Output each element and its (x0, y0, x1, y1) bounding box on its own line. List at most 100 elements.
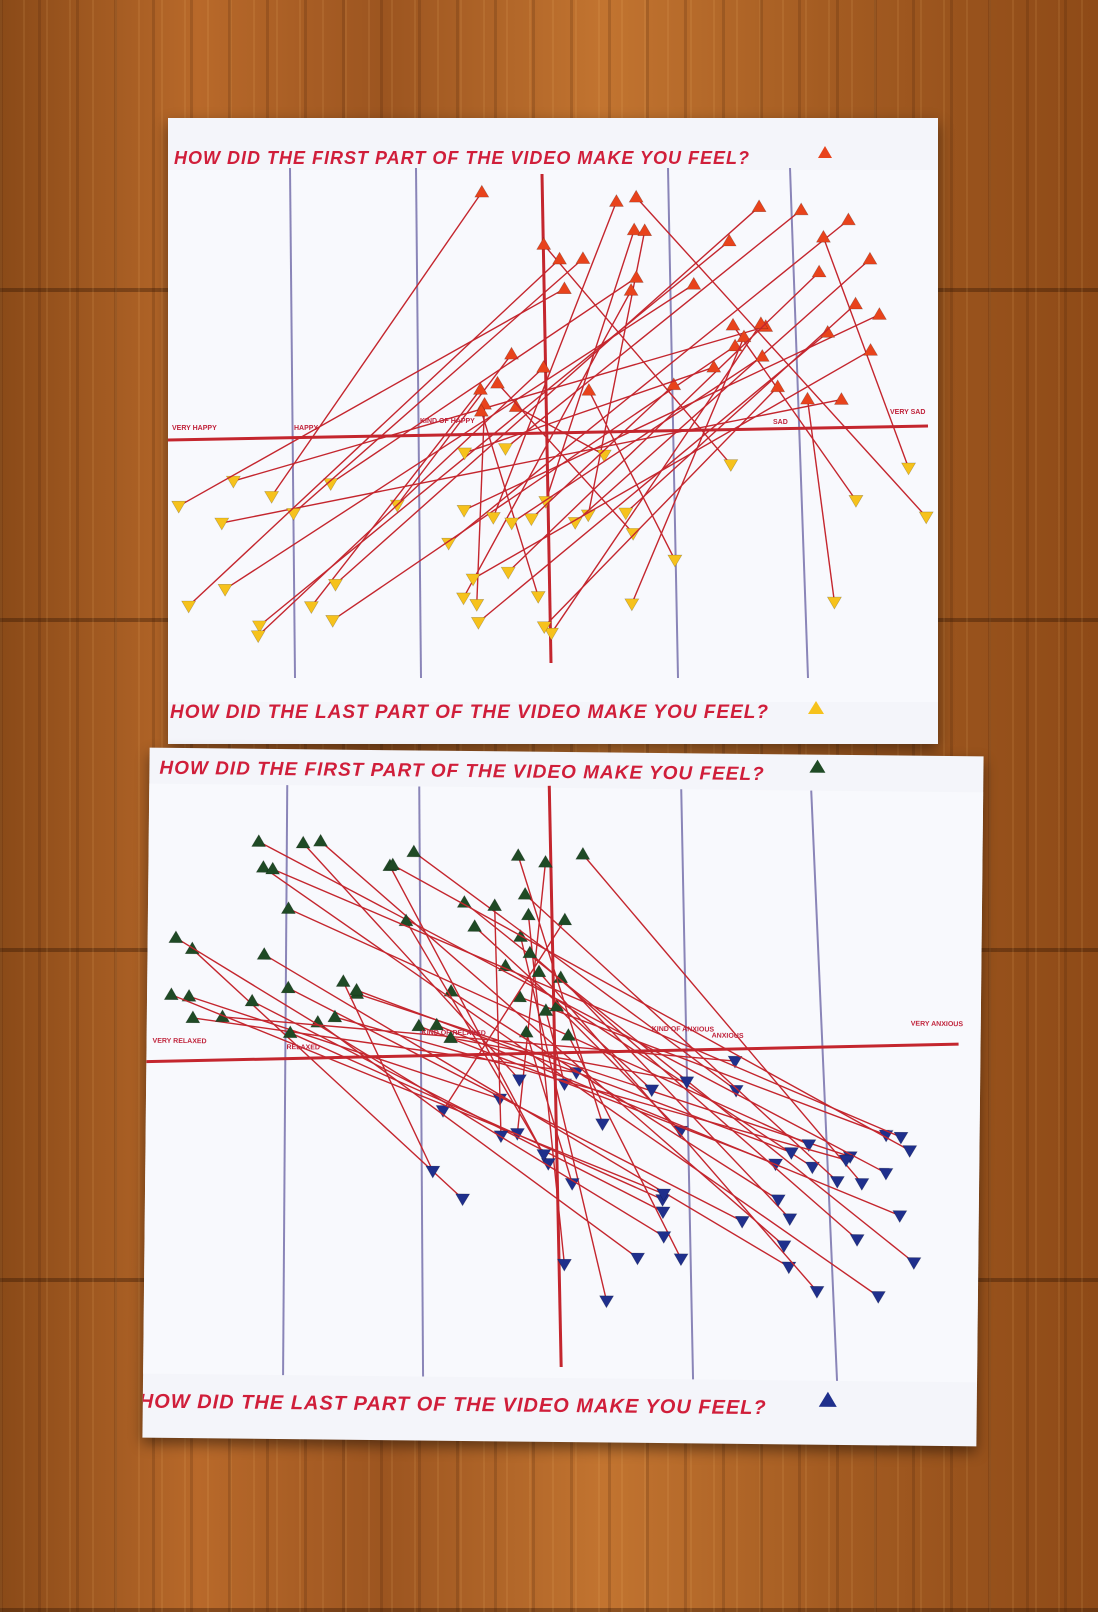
triangle-marker-icon (303, 601, 319, 615)
triangle-marker-icon (848, 296, 864, 310)
triangle-marker-icon (536, 621, 552, 635)
triangle-marker-icon (523, 513, 539, 527)
triangle-marker-icon (770, 1194, 786, 1208)
arrow-line (221, 398, 842, 524)
arrow-line (330, 276, 637, 485)
triangle-marker-icon (818, 146, 832, 158)
arrow-line (530, 384, 675, 520)
triangle-marker-icon (630, 1252, 646, 1266)
arrow-line (474, 926, 653, 1091)
arrow-line (302, 842, 520, 1081)
triangle-marker-icon (457, 447, 473, 461)
triangle-marker-icon (863, 342, 879, 356)
arrow-paths (163, 833, 922, 1309)
triangle-marker-icon (385, 857, 401, 871)
axis-label: ANXIOUS (712, 1033, 744, 1040)
triangle-marker-icon (168, 930, 184, 944)
triangle-marker-icon (335, 974, 351, 987)
arrow-line (188, 258, 561, 607)
arrow-line (288, 908, 810, 1146)
triangle-marker-icon (536, 359, 552, 373)
triangle-marker-icon (804, 1161, 820, 1175)
triangle-marker-icon (829, 1176, 845, 1189)
triangle-marker-icon (556, 281, 572, 295)
triangle-marker-icon (567, 517, 583, 530)
triangle-marker-icon (557, 912, 573, 926)
axis-label: VERY SAD (890, 409, 925, 416)
triangle-marker-icon (497, 443, 513, 456)
triangle-marker-icon (522, 945, 538, 959)
axis-label: KIND OF RELAXED (422, 1030, 486, 1038)
triangle-marker-icon (217, 584, 233, 597)
triangle-marker-icon (782, 1213, 798, 1227)
triangle-marker-icon (537, 854, 553, 868)
arrow-line (293, 258, 584, 514)
triangle-marker-icon (556, 1258, 572, 1272)
triangle-marker-icon (727, 1055, 743, 1069)
triangle-marker-icon (511, 1074, 527, 1088)
triangle-marker-icon (280, 901, 296, 914)
triangle-marker-icon (348, 982, 364, 996)
arrow-line (477, 331, 829, 623)
triangle-marker-icon (623, 282, 639, 296)
triangle-marker-icon (497, 958, 513, 972)
triangle-marker-icon (295, 835, 311, 849)
triangle-marker-icon (520, 907, 536, 921)
triangle-marker-icon (536, 1149, 552, 1163)
arrow-line (545, 1010, 566, 1084)
triangle-marker-icon (626, 222, 642, 236)
triangle-marker-icon (256, 946, 272, 960)
arrow-line (492, 201, 618, 518)
arrow-line (222, 1016, 736, 1062)
triangle-marker-icon (656, 1188, 672, 1202)
arrow-line (464, 366, 714, 454)
triangle-marker-icon (809, 759, 826, 773)
triangle-marker-icon (871, 306, 887, 320)
axis-label: VERY RELAXED (153, 1038, 207, 1046)
arrow-line (517, 855, 604, 1124)
triangle-marker-icon (811, 264, 827, 278)
arrow-line (389, 865, 549, 1164)
arrow-line (560, 977, 791, 1220)
triangle-marker-icon (581, 382, 597, 396)
triangle-marker-icon (500, 566, 516, 580)
triangle-marker-icon (799, 391, 816, 405)
triangle-marker-icon (575, 846, 591, 860)
triangle-marker-icon (171, 500, 187, 514)
grid-sheet (168, 170, 938, 702)
arrow-line (448, 219, 849, 544)
arrow-line (257, 367, 545, 637)
grid-line (667, 167, 679, 679)
arrow-line (272, 868, 902, 1138)
triangle-marker-icon (655, 1206, 671, 1220)
arrow-line (450, 1037, 687, 1083)
grid-line (415, 167, 422, 679)
arrow-line (332, 345, 736, 621)
axis-label: KIND OF HAPPY (420, 418, 475, 425)
triangle-marker-icon (536, 237, 552, 250)
poster-2-top-question: HOW DID THE FIRST PART OF THE VIDEO MAKE… (159, 758, 764, 785)
triangle-marker-icon (808, 701, 824, 714)
triangle-marker-icon (849, 1234, 865, 1247)
triangle-marker-icon (443, 1030, 459, 1044)
arrow-line (192, 1017, 577, 1074)
triangle-marker-icon (225, 475, 241, 489)
triangle-marker-icon (776, 1240, 792, 1254)
triangle-marker-icon (552, 251, 568, 265)
arrow-line (335, 206, 760, 585)
arrow-line (480, 411, 539, 597)
arrow-line (436, 1024, 901, 1217)
triangle-marker-icon (686, 276, 702, 290)
poster-happy-sad: VERY HAPPY HAPPY KIND OF HAPPY SAD VERY … (168, 118, 938, 744)
arrow-line (582, 853, 863, 1184)
triangle-marker-icon (673, 1253, 689, 1267)
triangle-marker-icon (870, 1291, 886, 1304)
triangle-marker-icon (906, 1257, 922, 1271)
triangle-marker-icon (255, 859, 271, 873)
arrow-line (175, 937, 665, 1238)
triangle-marker-icon (644, 1084, 660, 1098)
triangle-marker-icon (425, 1165, 441, 1179)
triangle-marker-icon (564, 1178, 580, 1191)
triangle-marker-icon (727, 338, 743, 352)
triangle-marker-icon (517, 886, 533, 900)
